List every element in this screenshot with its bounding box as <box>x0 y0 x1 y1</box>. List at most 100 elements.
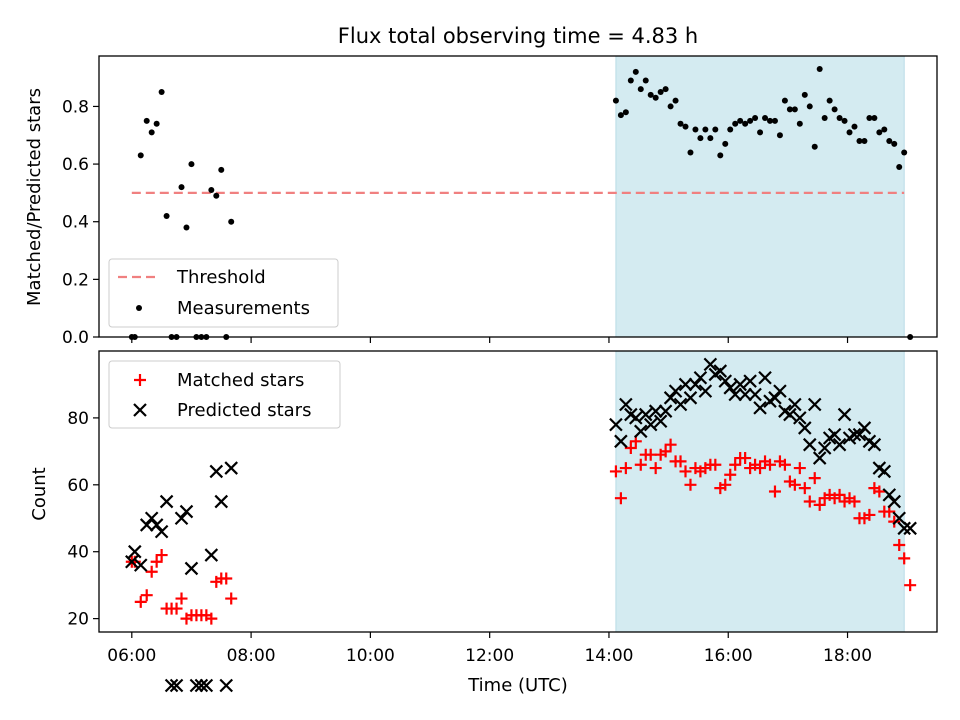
measurements-point <box>727 126 734 133</box>
predicted-stars-point <box>793 411 807 425</box>
matched-stars-point <box>863 508 876 521</box>
predicted-stars-point <box>219 678 234 693</box>
predicted-stars-point <box>748 387 762 402</box>
predicted-stars-point <box>668 384 683 398</box>
measurements-point <box>213 192 220 199</box>
predicted-stars-point <box>663 391 678 405</box>
measurements-point <box>657 89 664 96</box>
matched-stars-point <box>808 472 821 485</box>
predicted-stars-point <box>125 554 139 569</box>
matched-stars-point <box>724 468 737 481</box>
measurements-point <box>831 106 838 113</box>
predicted-stars-point <box>609 417 623 432</box>
measurements-point <box>163 212 170 219</box>
measurements-point <box>178 184 185 191</box>
matched-stars-point <box>803 495 816 508</box>
measurements-point <box>841 117 848 124</box>
predicted-stars-point <box>733 377 747 392</box>
measurements-point <box>836 114 843 121</box>
x-tick-label: 08:00 <box>227 646 276 666</box>
matched-stars-point <box>155 549 168 562</box>
measurements-point <box>652 94 659 101</box>
measurements-point <box>637 86 644 93</box>
predicted-stars-point <box>783 407 797 422</box>
predicted-stars-point <box>209 464 224 479</box>
measurements-point <box>766 117 773 124</box>
x-tick-label: 12:00 <box>465 646 514 666</box>
predicted-stars-point <box>837 407 852 422</box>
measurements-point <box>143 117 150 124</box>
predicted-stars-point <box>867 437 882 452</box>
counts-y-tick-label: 40 <box>67 543 89 563</box>
measurements-point <box>627 77 634 84</box>
ratio-legend: Threshold Measurements <box>108 258 339 328</box>
measurements-point <box>776 132 783 139</box>
measurements-point <box>707 135 714 142</box>
ratio-legend-box <box>108 258 339 328</box>
predicted-stars-point <box>184 561 199 576</box>
predicted-stars-point <box>693 370 708 385</box>
measurements-point <box>702 126 709 133</box>
measurements-point <box>137 152 144 159</box>
x-tick-label: 18:00 <box>823 646 872 666</box>
predicted-stars-point <box>614 434 628 449</box>
measurements-point <box>781 97 788 104</box>
predicted-stars-point <box>149 518 164 532</box>
matched-stars-point <box>793 462 806 475</box>
predicted-stars-point <box>887 494 902 509</box>
ratio-shaded-interval <box>615 55 905 338</box>
matched-stars-point <box>145 565 158 578</box>
x-tick-label: 10:00 <box>346 646 395 666</box>
predicted-stars-point <box>688 377 703 392</box>
predicted-stars-point <box>619 397 633 412</box>
measurements-point <box>622 109 629 116</box>
measurements-point <box>692 126 699 133</box>
measurements-point <box>732 120 739 127</box>
measurements-point <box>153 120 160 127</box>
measurements-point <box>851 123 858 130</box>
measurements-point <box>806 103 813 110</box>
measurements-point <box>866 114 873 121</box>
predicted-stars-point <box>802 437 817 452</box>
matched-stars-point <box>225 592 238 605</box>
measurements-legend-marker <box>136 305 142 311</box>
matched-stars-point <box>833 488 846 501</box>
counts-y-tick-label: 60 <box>67 476 89 496</box>
predicted-stars-point <box>643 417 658 432</box>
matched-stars-point <box>788 478 801 491</box>
predicted-legend-marker <box>133 403 147 417</box>
predicted-stars-point <box>852 427 867 442</box>
measurements-point <box>891 140 898 147</box>
predicted-stars-point <box>133 558 148 572</box>
matched-legend-marker <box>134 374 146 386</box>
predicted-stars-point <box>877 464 892 479</box>
matched-stars-point <box>709 458 722 471</box>
matched-stars-point <box>739 452 752 465</box>
measurements-point <box>682 123 689 130</box>
measurements-point <box>208 187 215 194</box>
ratio-y-axis-label: Matched/Predicted stars <box>24 88 45 306</box>
predicted-stars-point <box>713 364 728 378</box>
counts-y-tick-label: 20 <box>67 610 89 630</box>
ratio-y-tick-label: 0.4 <box>62 213 89 233</box>
predicted-stars-point <box>159 494 174 509</box>
measurements-point <box>228 218 235 225</box>
threshold-legend-label: Threshold <box>176 267 266 288</box>
counts-legend-box <box>108 360 341 429</box>
matched-stars-point <box>134 595 147 608</box>
predicted-stars-point <box>638 407 653 422</box>
predicted-stars-point <box>788 397 802 412</box>
measurements-point <box>747 117 754 124</box>
matched-stars-point <box>175 592 188 605</box>
measurements-point <box>796 120 803 127</box>
measurements-point <box>846 129 853 136</box>
predicted-legend-label: Predicted stars <box>177 400 311 421</box>
ratio-y-tick-label: 0.8 <box>62 97 89 117</box>
predicted-stars-point <box>807 397 822 412</box>
measurements-point <box>826 97 833 104</box>
predicted-stars-point <box>743 374 757 388</box>
measurements-point <box>886 138 893 145</box>
chart-title: Flux total observing time = 4.83 h <box>338 24 698 48</box>
matched-stars-point <box>614 492 627 505</box>
